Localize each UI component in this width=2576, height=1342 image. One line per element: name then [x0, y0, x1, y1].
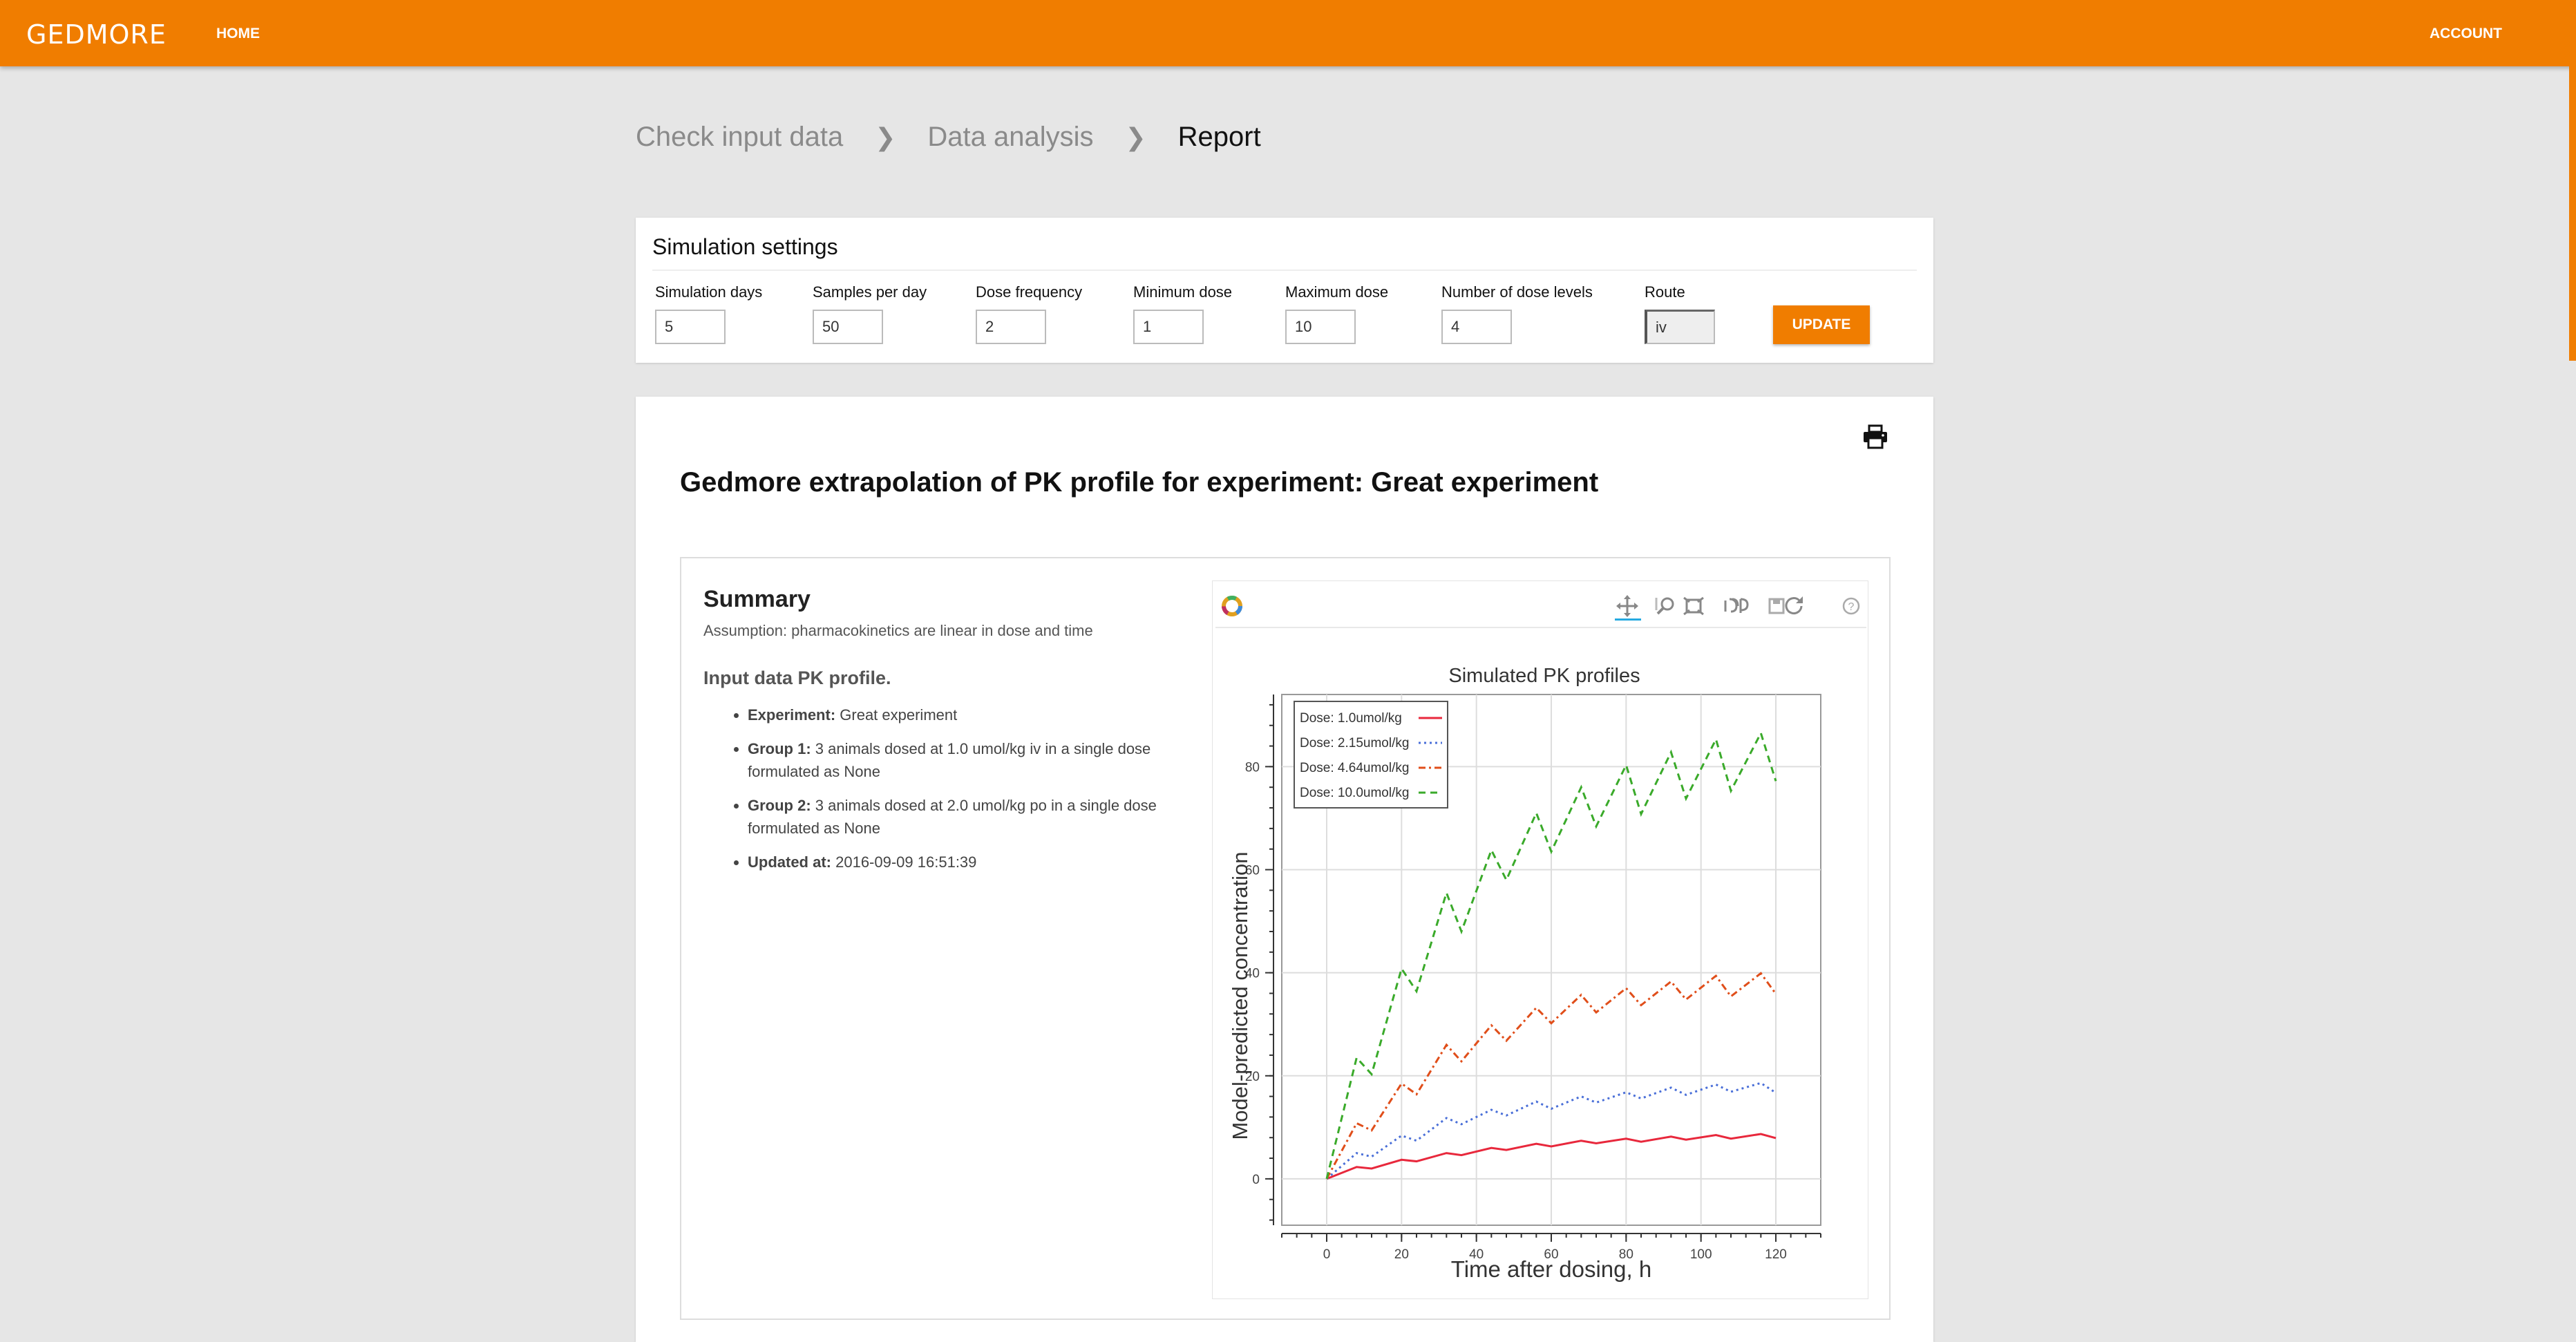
bokeh-logo-icon[interactable]	[1222, 596, 1242, 616]
y-tick-label: 20	[1245, 1070, 1260, 1084]
update-button[interactable]: UPDATE	[1773, 305, 1870, 344]
field-label: Minimum dose	[1133, 283, 1233, 301]
breadcrumb-data-analysis[interactable]: Data analysis	[927, 122, 1094, 152]
report-panel: Gedmore extrapolation of PK profile for …	[636, 397, 1933, 1342]
y-tick-label: 60	[1245, 864, 1260, 878]
list-item: Group 1: 3 animals dosed at 1.0 umol/kg …	[748, 737, 1204, 783]
save-tool-icon[interactable]	[1768, 598, 1785, 614]
item-key: Experiment:	[748, 706, 836, 724]
report-content-box: Summary Assumption: pharmacokinetics are…	[680, 557, 1891, 1320]
pk-chart-svg: ? Simulated PK profiles 0 20 40 60 80 100 1200…	[1215, 595, 1866, 1282]
list-item: Group 2: 3 animals dosed at 2.0 umol/kg …	[748, 794, 1204, 840]
item-text: 3 animals dosed at 2.0 umol/kg po in a s…	[748, 797, 1157, 837]
list-item: Experiment: Great experiment	[748, 703, 1204, 726]
legend-label: Dose: 2.15umol/kg	[1300, 736, 1409, 750]
field-label: Maximum dose	[1285, 283, 1389, 301]
legend-label: Dose: 10.0umol/kg	[1300, 786, 1409, 800]
breadcrumb-report: Report	[1177, 122, 1261, 152]
chart-axes: 0 20 40 60 80 100 120 0 20 40 60 80	[1245, 694, 1821, 1262]
nav-account-link[interactable]: ACCOUNT	[2430, 26, 2502, 41]
chevron-right-icon: ❯	[1125, 122, 1146, 151]
x-tick-label: 120	[1765, 1247, 1787, 1262]
summary-list: Experiment: Great experiment Group 1: 3 …	[748, 703, 1204, 885]
box-zoom-tool-icon[interactable]	[1683, 596, 1704, 616]
legend-label: Dose: 1.0umol/kg	[1300, 711, 1402, 726]
pan-tool-icon[interactable]	[1615, 595, 1641, 621]
input-data-heading: Input data PK profile.	[703, 668, 891, 688]
item-key: Group 1:	[748, 740, 811, 757]
samples-per-day-field: Samples per day	[813, 283, 927, 344]
field-label: Simulation days	[655, 283, 763, 301]
x-tick-label: 80	[1619, 1247, 1633, 1262]
item-text: 3 animals dosed at 1.0 umol/kg iv in a s…	[748, 740, 1151, 780]
simulation-days-input[interactable]	[655, 310, 726, 344]
item-text: Great experiment	[835, 706, 958, 724]
help-icon[interactable]: ?	[1842, 597, 1860, 615]
resize-tool-icon[interactable]	[1724, 598, 1749, 613]
pk-chart: ? Simulated PK profiles 0 20 40 60 80 100 120 0…	[1212, 580, 1868, 1299]
series-line-2	[1326, 1081, 1777, 1180]
chart-title: Simulated PK profiles	[1448, 665, 1640, 687]
legend-box	[1294, 701, 1448, 809]
reset-tool-icon[interactable]	[1785, 596, 1803, 615]
report-title: Gedmore extrapolation of PK profile for …	[680, 467, 1599, 498]
field-label: Dose frequency	[976, 283, 1083, 301]
chart-grid	[1281, 694, 1821, 1226]
top-nav-bar: GEDMORE HOME ACCOUNT	[0, 0, 2576, 66]
chevron-right-icon: ❯	[875, 122, 896, 151]
x-axis-label: Time after dosing, h	[1451, 1256, 1651, 1282]
simulation-days-field: Simulation days	[655, 283, 762, 344]
assumption-text: Assumption: pharmacokinetics are linear …	[703, 622, 1093, 639]
breadcrumb-check-input-data[interactable]: Check input data	[636, 122, 844, 152]
maximum-dose-field: Maximum dose	[1285, 283, 1388, 344]
route-field: Route	[1645, 283, 1715, 344]
list-item: Updated at: 2016-09-09 16:51:39	[748, 851, 1204, 873]
page-scrollbar[interactable]	[2569, 66, 2576, 361]
y-tick-label: 80	[1245, 760, 1260, 775]
dose-frequency-field: Dose frequency	[976, 283, 1082, 344]
field-label: Route	[1645, 283, 1685, 301]
y-tick-label: 40	[1245, 967, 1260, 981]
simulation-settings-panel: Simulation settings Simulation days Samp…	[636, 218, 1933, 363]
x-tick-label: 0	[1323, 1247, 1331, 1262]
chart-legend: Dose: 1.0umol/kg Dose: 2.15umol/kg Dose: 4…	[1294, 701, 1448, 809]
x-tick-label: 100	[1690, 1247, 1712, 1262]
svg-text:?: ?	[1848, 601, 1855, 613]
item-text: 2016-09-09 16:51:39	[831, 853, 977, 871]
x-tick-label: 60	[1544, 1247, 1558, 1262]
minimum-dose-input[interactable]	[1133, 310, 1204, 344]
item-key: Group 2:	[748, 797, 811, 814]
field-label: Number of dose levels	[1441, 283, 1593, 301]
breadcrumb: Check input data ❯ Data analysis ❯ Repor…	[636, 122, 1261, 153]
dose-levels-input[interactable]	[1441, 310, 1512, 344]
legend-label: Dose: 4.64umol/kg	[1300, 761, 1409, 775]
settings-title: Simulation settings	[652, 234, 838, 259]
x-tick-label: 40	[1469, 1247, 1484, 1262]
series-line-4	[1325, 730, 1777, 1180]
print-icon[interactable]	[1862, 423, 1889, 451]
maximum-dose-input[interactable]	[1285, 310, 1356, 344]
summary-title: Summary	[703, 586, 811, 612]
series-line-3	[1325, 972, 1777, 1180]
chart-series	[1325, 730, 1777, 1180]
route-input[interactable]	[1645, 310, 1715, 344]
wheel-zoom-tool-icon[interactable]	[1655, 597, 1674, 615]
y-tick-label: 0	[1252, 1173, 1260, 1187]
nav-home-link[interactable]: HOME	[216, 26, 260, 41]
dose-frequency-input[interactable]	[976, 310, 1046, 344]
minimum-dose-field: Minimum dose	[1133, 283, 1232, 344]
gedmore-logo[interactable]: GEDMORE	[26, 19, 167, 50]
y-axis-label: Model-predicted concentration	[1228, 851, 1252, 1140]
field-label: Samples per day	[813, 283, 927, 301]
x-tick-label: 20	[1394, 1247, 1409, 1262]
divider	[652, 270, 1917, 271]
item-key: Updated at:	[748, 853, 831, 871]
dose-levels-field: Number of dose levels	[1441, 283, 1593, 344]
series-line-1	[1326, 1133, 1777, 1180]
samples-per-day-input[interactable]	[813, 310, 883, 344]
